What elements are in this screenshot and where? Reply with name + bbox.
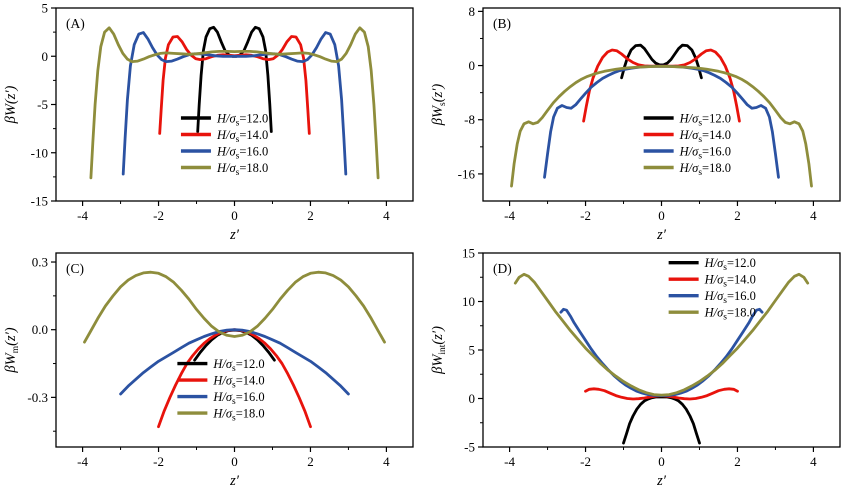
x-tick-label: 4 [383, 454, 390, 469]
y-tick-label: 0.0 [32, 322, 48, 337]
y-tick-label: 0.3 [32, 255, 48, 270]
y-axis-label: βW(z′) [3, 85, 19, 124]
x-tick-label: 2 [307, 208, 314, 223]
legend-label: H/σs=18.0 [679, 161, 731, 178]
legend-label: H/σs=14.0 [679, 128, 731, 145]
y-tick-label: 0 [42, 49, 49, 64]
legend-label: H/σs=12.0 [679, 112, 731, 129]
curve-olive [83, 270, 386, 344]
y-tick-label: 15 [462, 246, 475, 261]
curve-olive [89, 26, 380, 180]
legend-label: H/σs=12.0 [704, 256, 756, 273]
x-tick-label: 4 [383, 208, 390, 223]
y-axis-label: βWint(z′) [430, 326, 448, 375]
legend-label: H/σs=12.0 [212, 357, 264, 374]
x-tick-label: 2 [734, 454, 741, 469]
curve-blue [543, 64, 780, 179]
y-tick-label: -15 [31, 194, 48, 209]
chart-B: -4 -2 0 2 480-8-16z′βWs(z′)(B)H/σs=12.0H/σs=… [430, 4, 841, 243]
curve-olive [510, 65, 813, 188]
x-axis-label: z′ [656, 227, 667, 243]
plot-frame [482, 252, 841, 448]
legend-label: H/σs=18.0 [704, 306, 756, 323]
y-tick-label: 5 [469, 343, 476, 358]
y-tick-label: -16 [458, 166, 476, 181]
panel-B: -4 -2 0 2 4 8 0 -8 -16 z′ βWs(z′) (B) H/σs=12.0 H/σs=… [427, 0, 854, 245]
curve-blue [121, 31, 348, 176]
x-tick-label: 0 [231, 454, 238, 469]
legend-label: H/σs=12.0 [216, 112, 268, 129]
x-tick-label: 4 [810, 208, 817, 223]
chart-A: -4 -2 0 2 450-5-10-15z′βW(z′)(A)H/σs=12.0H/σ… [3, 1, 414, 243]
legend-label: H/σs=16.0 [216, 145, 268, 162]
y-tick-label: 10 [462, 294, 475, 309]
legend-label: H/σs=16.0 [704, 289, 756, 306]
y-tick-label: -5 [464, 440, 475, 455]
y-tick-label: 0 [469, 58, 476, 73]
legend-label: H/σs=16.0 [212, 390, 264, 407]
x-axis-label: z′ [656, 473, 667, 489]
x-tick-label: 0 [231, 208, 238, 223]
x-axis-label: z′ [229, 227, 240, 243]
panel-A: -4 -2 0 2 4 5 0 -5 -10 -15 z′ βW(z′) (A) H/σs=12.0 H/σ… [0, 0, 427, 245]
panel-D: -4 -2 0 2 4 15 10 5 0 -5 z′ βWint(z′) (D) H/σs=12.0 H/… [427, 245, 854, 491]
y-tick-label: 5 [42, 1, 49, 16]
curve-olive [513, 272, 810, 397]
curve-blue [119, 328, 350, 396]
y-axis-label: βWs(z′) [430, 84, 448, 127]
plot-frame [482, 7, 841, 202]
x-tick-label: -4 [504, 208, 515, 223]
x-tick-label: -2 [153, 208, 164, 223]
y-tick-label: 0 [469, 391, 476, 406]
x-tick-label: 4 [810, 454, 817, 469]
y-tick-label: -8 [464, 112, 475, 127]
legend-label: H/σs=18.0 [216, 161, 268, 178]
x-tick-label: 0 [658, 454, 665, 469]
y-tick-label: -5 [37, 97, 48, 112]
legend-label: H/σs=16.0 [679, 145, 731, 162]
x-tick-label: 2 [734, 208, 741, 223]
x-tick-label: -2 [580, 208, 591, 223]
legend-label: H/σs=14.0 [704, 273, 756, 290]
panel-label: (B) [493, 16, 511, 31]
x-tick-label: 0 [658, 208, 665, 223]
legend-label: H/σs=14.0 [216, 128, 268, 145]
x-tick-label: -4 [77, 208, 88, 223]
x-tick-label: -2 [153, 454, 164, 469]
y-tick-label: -0.3 [27, 390, 48, 405]
x-axis-label: z′ [229, 473, 240, 489]
curve-black [622, 395, 701, 445]
x-tick-label: -2 [580, 454, 591, 469]
y-tick-label: 8 [469, 4, 476, 19]
y-axis-label: βWm(z′) [3, 327, 21, 373]
panel-label: (A) [66, 16, 85, 31]
x-tick-label: -4 [504, 454, 515, 469]
curve-red [582, 48, 741, 123]
legend-label: H/σs=14.0 [212, 374, 264, 391]
legend-label: H/σs=18.0 [212, 407, 264, 424]
panel-label: (C) [66, 261, 84, 276]
panel-C: -4 -2 0 2 4 0.3 0.0 -0.3 z′ βWm(z′) (C) H/σs=12.0 H/… [0, 245, 427, 491]
chart-C: -4 -2 0 2 40.30.0-0.3z′βWm(z′)(C)H/σs=12.0H/… [3, 252, 414, 489]
x-tick-label: -4 [77, 454, 88, 469]
panel-label: (D) [493, 261, 512, 276]
y-tick-label: -10 [31, 145, 48, 160]
x-tick-label: 2 [307, 454, 314, 469]
